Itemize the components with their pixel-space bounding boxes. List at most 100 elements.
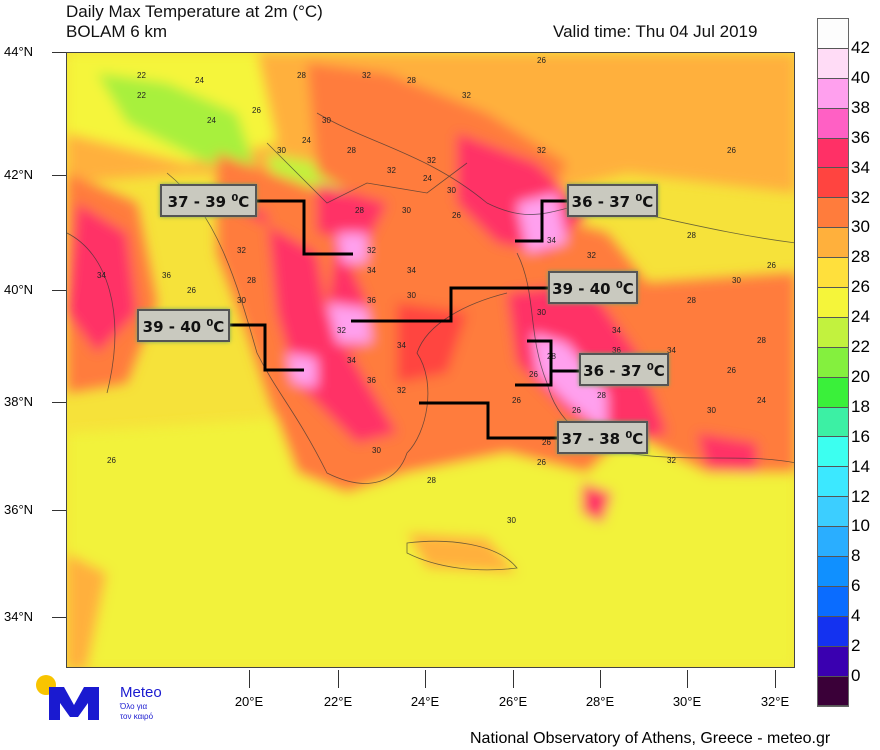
callout-range: 39 - 40	[552, 280, 611, 298]
contour-label: 34	[407, 266, 416, 275]
contour-label: 32	[397, 386, 406, 395]
contour-label: 28	[247, 276, 256, 285]
contour-label: 28	[757, 336, 766, 345]
callout-range: 39 - 40	[142, 318, 202, 336]
contour-label: 32	[237, 246, 246, 255]
legend-label: 8	[851, 546, 861, 566]
map-title: Daily Max Temperature at 2m (°C)	[66, 2, 323, 21]
legend-label: 36	[851, 127, 870, 147]
meteo-logo: Meteo Όλο για τον καιρό	[36, 675, 162, 721]
legend-label: 24	[851, 307, 870, 327]
contour-label: 24	[302, 136, 311, 145]
svg-text:Meteo: Meteo	[120, 684, 162, 701]
contour-label: 34	[612, 326, 621, 335]
legend-swatch	[818, 138, 848, 169]
contour-label: 26	[529, 370, 538, 379]
contour-label: 34	[97, 271, 106, 280]
legend-swatch	[818, 347, 848, 378]
contour-label: 34	[667, 346, 676, 355]
legend-swatch	[818, 497, 848, 528]
contour-label: 30	[707, 406, 716, 415]
legend-label: 0	[851, 665, 861, 685]
legend-swatch	[818, 377, 848, 408]
svg-text:Όλο για: Όλο για	[119, 702, 148, 711]
contour-label: 26	[727, 366, 736, 375]
contour-label: 28	[355, 206, 364, 215]
lat-tick: 36°N	[4, 502, 66, 517]
contour-label: 26	[767, 261, 776, 270]
legend-label: 20	[851, 366, 870, 386]
legend-label: 14	[851, 456, 870, 476]
callout-range: 37 - 39	[167, 193, 227, 211]
contour-label: 30	[277, 146, 286, 155]
contour-label: 28	[407, 76, 416, 85]
lat-tick: 38°N	[4, 394, 66, 409]
legend-swatch	[818, 586, 848, 617]
callout-box: 37 - 38 0C	[557, 421, 648, 454]
legend-swatch	[818, 288, 848, 318]
contour-label: 26	[537, 458, 546, 467]
contour-label: 28	[297, 71, 306, 80]
contour-label: 34	[367, 266, 376, 275]
footer-credit: National Observatory of Athens, Greece -…	[470, 730, 831, 747]
contour-label: 26	[572, 406, 581, 415]
contour-label: 28	[347, 146, 356, 155]
contour-label: 26	[452, 211, 461, 220]
contour-label: 22	[137, 71, 146, 80]
contour-label: 32	[667, 456, 676, 465]
contour-label: 30	[537, 308, 546, 317]
legend-label: 16	[851, 426, 870, 446]
legend-label: 4	[851, 606, 861, 626]
contour-label: 30	[507, 516, 516, 525]
contour-label: 34	[397, 341, 406, 350]
contour-label: 30	[372, 446, 381, 455]
callout-box: 37 - 39 0C	[160, 184, 257, 217]
legend-label: 30	[851, 217, 870, 237]
legend-swatch	[818, 646, 848, 677]
legend-swatch	[818, 527, 848, 558]
legend-label: 6	[851, 576, 861, 596]
callout-box: 39 - 40 0C	[137, 309, 230, 342]
legend-label: 34	[851, 157, 870, 177]
contour-label: 34	[547, 236, 556, 245]
legend-swatch	[818, 258, 848, 289]
callout-range: 36 - 37	[571, 193, 631, 211]
valid-time: Valid time: Thu 04 Jul 2019	[553, 22, 758, 41]
legend-label: 2	[851, 636, 861, 655]
legend-swatch	[818, 437, 848, 468]
lat-tick: 34°N	[4, 609, 66, 624]
legend-swatch	[818, 557, 848, 587]
contour-label: 30	[407, 291, 416, 300]
model-name: BOLAM 6 km	[66, 22, 168, 41]
legend-label: 28	[851, 247, 870, 267]
legend-swatch	[818, 198, 848, 229]
legend-label: 40	[851, 67, 870, 87]
contour-label: 30	[237, 296, 246, 305]
callout-range: 36 - 37	[583, 362, 642, 380]
contour-label: 24	[207, 116, 216, 125]
contour-label: 26	[537, 56, 546, 65]
temperature-field: 22 24 22 24 28 32 28 32 30 26 30 24 28 32 32 30 26 32 24 26…	[67, 53, 794, 667]
contour-label: 36	[612, 346, 621, 355]
lat-tick: 42°N	[4, 167, 66, 182]
contour-label: 26	[727, 146, 736, 155]
legend-label: 32	[851, 187, 870, 207]
contour-label: 28	[427, 476, 436, 485]
contour-label: 30	[732, 276, 741, 285]
callout-box: 39 - 40 0C	[548, 271, 638, 304]
contour-label: 36	[162, 271, 171, 280]
legend-label: 22	[851, 337, 870, 356]
callout-leader-lines	[229, 199, 581, 440]
color-legend-bar	[817, 18, 849, 708]
contour-label: 30	[322, 116, 331, 125]
contour-label: 32	[387, 166, 396, 175]
svg-text:τον καιρό: τον καιρό	[120, 712, 154, 721]
contour-label: 26	[252, 106, 261, 115]
contour-label: 28	[597, 391, 606, 400]
contour-label: 24	[757, 396, 766, 405]
contour-label: 34	[347, 356, 356, 365]
legend-swatch	[818, 317, 848, 348]
contour-label: 26	[187, 286, 196, 295]
legend-swatch	[818, 616, 848, 647]
contour-label: 32	[587, 251, 596, 260]
